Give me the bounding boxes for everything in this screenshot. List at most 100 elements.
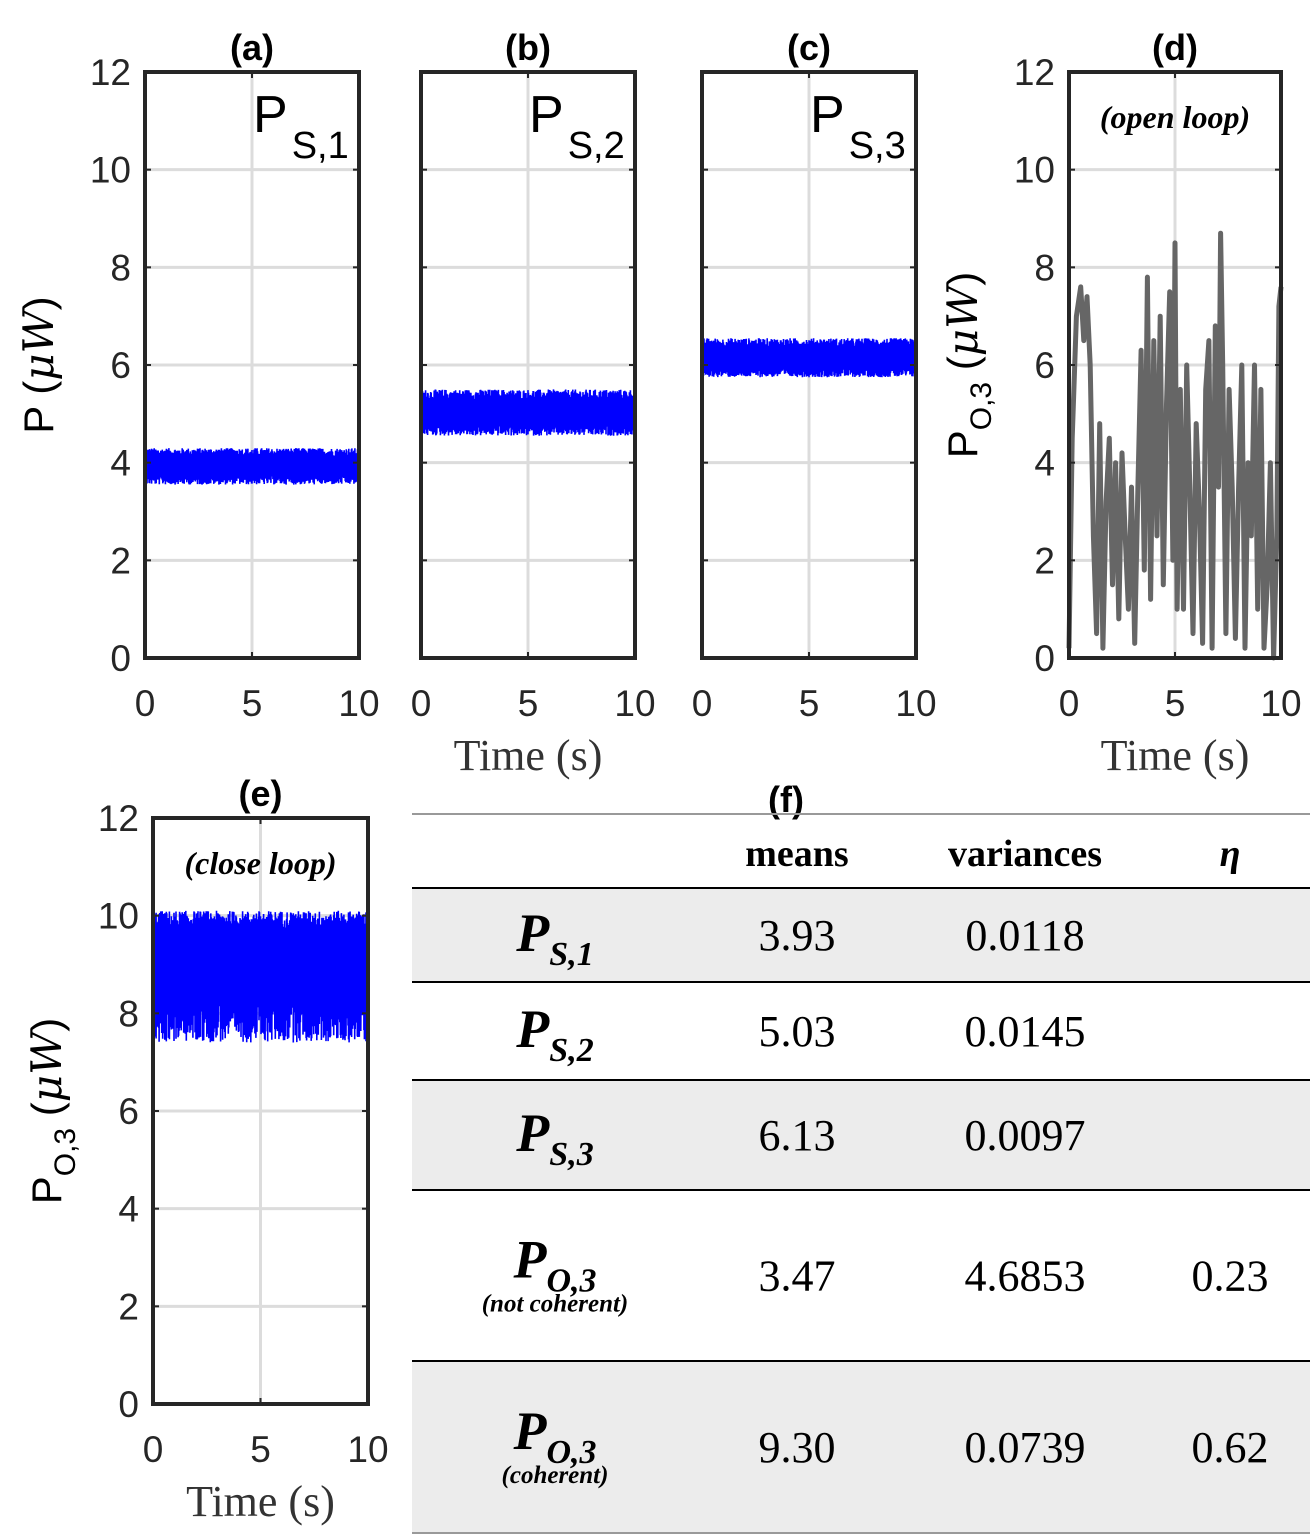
cell-variance: 0.0097 [965,1111,1086,1160]
y-axis-label-close: ) [23,1018,70,1032]
panel-c: 0 5 10 (c) PS,3 [692,27,937,724]
series-label: PS,1 [253,86,349,167]
series-line [152,910,369,1043]
table-row: PO,3(coherent) 9.30 0.0739 0.62 [412,1360,1310,1533]
series-label: PS,2 [529,86,625,167]
y-tick-label: 4 [118,1189,139,1230]
cell-variance: 0.0739 [965,1423,1086,1472]
series-label-sub: S,1 [292,125,349,167]
series-line [144,448,360,485]
y-tick-label: 0 [1034,638,1055,679]
y-axis-label-main: P [23,1176,70,1204]
x-tick-label: 5 [799,683,820,724]
table-row: PS,1 3.93 0.0118 [412,887,1310,982]
series-label-main: P [529,86,564,144]
x-tick-label: 0 [692,683,713,724]
row-label-sub: S,2 [549,1032,593,1069]
y-tick-label: 6 [118,1091,139,1132]
panel-annotation: (open loop) [1100,99,1250,135]
x-tick-label: 0 [1059,683,1080,724]
x-axis-label: Time (s) [1101,731,1250,780]
y-axis-label-sub: O,3 [965,382,998,430]
panel-title: (d) [1152,27,1198,68]
y-axis-label-unit: μW [938,282,987,356]
x-tick-label: 0 [135,683,156,724]
series-line [701,338,917,378]
row-label-main: P [515,903,550,963]
x-axis-label: Time (s) [454,731,603,780]
panel-annotation: (close loop) [185,845,337,881]
y-tick-label: 4 [110,443,131,484]
panel-b: 0 5 10 (b) Time (s) PS,2 [411,27,656,780]
cell-variance: 0.0145 [965,1007,1086,1056]
series-label-sub: S,3 [849,125,906,167]
cell-mean: 6.13 [759,1111,836,1160]
y-tick-label: 8 [110,247,131,288]
column-header: variances [948,833,1102,875]
y-axis-label-unit: μW [14,306,63,380]
y-tick-label: 10 [98,896,139,937]
table-row: PS,3 6.13 0.0097 [412,1079,1310,1190]
panel-title: (b) [505,27,551,68]
row-label: PS,2 [515,999,593,1069]
x-tick-label: 10 [614,683,655,724]
row-note: (coherent) [502,1462,609,1489]
x-tick-label: 5 [250,1429,271,1470]
table-row: PS,2 5.03 0.0145 [412,981,1310,1069]
x-axis-label: Time (s) [186,1477,335,1526]
y-axis-label-close: ) [939,272,986,286]
y-tick-label: 12 [1014,52,1055,93]
x-tick-label: 0 [411,683,432,724]
row-background [412,888,1310,982]
series-label-main: P [253,86,288,144]
panel-e: 0 5 10 0 2 4 6 8 10 12 (e) Time (s) PO,3 (μW) (close … [22,773,389,1526]
column-header: η [1220,833,1241,875]
series-line [420,389,636,436]
y-tick-label: 8 [1034,247,1055,288]
y-tick-label: 0 [118,1384,139,1425]
y-axis-label: PO,3 (μW) [938,272,998,459]
column-header: means [745,833,848,875]
series-label-main: P [810,86,845,144]
row-background [412,1361,1310,1533]
row-label: PO,3 [512,1401,596,1471]
table-row: PO,3(not coherent) 3.47 4.6853 0.23 [412,1189,1310,1318]
y-axis-label: P (μW) [14,296,63,433]
x-tick-label: 5 [1165,683,1186,724]
row-background [412,1080,1310,1190]
row-label-main: P [515,999,550,1059]
y-axis-label-unit: μW [22,1028,71,1102]
y-axis-label: PO,3 (μW) [22,1018,82,1205]
y-axis-label-close: ) [15,296,62,310]
y-tick-label: 2 [118,1286,139,1327]
row-note: (not coherent) [482,1291,629,1318]
series-label: PS,3 [810,86,906,167]
cell-mean: 9.30 [759,1423,836,1472]
y-tick-label: 6 [1034,345,1055,386]
cell-mean: 5.03 [759,1007,836,1056]
y-tick-label: 10 [1014,150,1055,191]
row-label-main: P [512,1401,547,1461]
row-label: PS,3 [515,1103,593,1173]
row-label-sub: O,3 [546,1263,596,1300]
x-tick-label: 5 [518,683,539,724]
row-label-main: P [515,1103,550,1163]
x-tick-label: 10 [1260,683,1301,724]
y-tick-label: 6 [110,345,131,386]
x-tick-label: 10 [338,683,379,724]
cell-eta: 0.62 [1192,1423,1269,1472]
row-label-sub: S,1 [549,936,593,973]
y-axis-label-main: P [939,430,986,458]
y-tick-label: 12 [98,798,139,839]
panel-a: 0 5 10 0 2 4 6 8 10 12 (a) P (μW) PS,1 [14,27,380,724]
y-axis-label-sub: O,3 [49,1128,82,1176]
y-axis-label-main: P ( [15,381,62,434]
cell-eta: 0.23 [1192,1252,1269,1301]
y-axis-label-open: ( [23,1102,70,1128]
y-tick-label: 4 [1034,443,1055,484]
row-label-sub: S,3 [549,1136,593,1173]
series-line [1066,230,1284,661]
